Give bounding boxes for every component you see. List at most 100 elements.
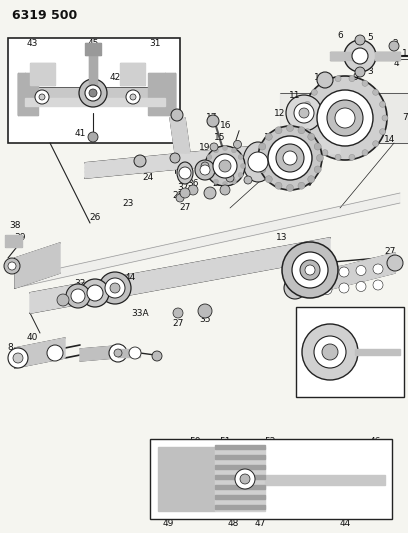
- Polygon shape: [80, 346, 115, 361]
- Polygon shape: [158, 447, 215, 511]
- Text: 30: 30: [346, 309, 358, 318]
- Polygon shape: [280, 93, 408, 143]
- Circle shape: [265, 133, 272, 140]
- Circle shape: [13, 353, 23, 363]
- Circle shape: [305, 286, 315, 296]
- Text: 33: 33: [111, 294, 123, 303]
- Circle shape: [379, 101, 386, 107]
- Circle shape: [308, 133, 315, 140]
- Text: 17: 17: [206, 112, 218, 122]
- Circle shape: [231, 179, 237, 184]
- Circle shape: [275, 182, 282, 189]
- Circle shape: [294, 103, 314, 123]
- Circle shape: [302, 324, 358, 380]
- Circle shape: [114, 349, 122, 357]
- Text: 50: 50: [189, 438, 201, 447]
- Text: 33A: 33A: [131, 309, 149, 318]
- Polygon shape: [30, 238, 330, 313]
- Circle shape: [355, 35, 365, 45]
- Text: 18: 18: [229, 154, 241, 163]
- Polygon shape: [30, 63, 55, 85]
- Circle shape: [213, 179, 219, 184]
- Text: 32: 32: [74, 279, 86, 287]
- Text: 3: 3: [367, 67, 373, 76]
- Circle shape: [238, 173, 243, 177]
- Circle shape: [314, 143, 321, 150]
- Circle shape: [283, 151, 297, 165]
- Circle shape: [308, 176, 315, 183]
- Circle shape: [244, 176, 252, 184]
- Text: 48: 48: [227, 519, 239, 528]
- Text: 21: 21: [244, 161, 256, 171]
- Polygon shape: [215, 485, 265, 489]
- Circle shape: [222, 182, 228, 187]
- Circle shape: [88, 132, 98, 142]
- Circle shape: [8, 348, 28, 368]
- Text: 13: 13: [276, 233, 288, 243]
- Polygon shape: [265, 475, 385, 485]
- Circle shape: [373, 280, 383, 290]
- Text: 27: 27: [179, 204, 191, 213]
- Circle shape: [66, 284, 90, 308]
- Text: 37: 37: [177, 182, 189, 191]
- Text: 46: 46: [369, 438, 381, 447]
- Circle shape: [85, 85, 101, 101]
- Polygon shape: [375, 52, 400, 60]
- Text: 14: 14: [384, 135, 396, 144]
- Circle shape: [335, 108, 355, 128]
- Circle shape: [298, 127, 305, 134]
- Polygon shape: [215, 447, 265, 511]
- Circle shape: [238, 155, 243, 159]
- Circle shape: [99, 272, 131, 304]
- Text: 14: 14: [264, 133, 276, 142]
- Text: 28: 28: [22, 263, 34, 272]
- Circle shape: [373, 141, 379, 147]
- Text: 38: 38: [9, 221, 21, 230]
- Text: 12: 12: [274, 109, 286, 117]
- Circle shape: [235, 469, 255, 489]
- Circle shape: [276, 144, 304, 172]
- Text: 44: 44: [339, 519, 350, 528]
- Circle shape: [314, 166, 321, 173]
- Polygon shape: [355, 349, 400, 355]
- Circle shape: [126, 90, 140, 104]
- Text: 36: 36: [187, 179, 199, 188]
- Circle shape: [373, 90, 379, 95]
- Circle shape: [302, 115, 308, 121]
- Text: 27: 27: [172, 319, 184, 327]
- Circle shape: [298, 182, 305, 189]
- Circle shape: [87, 285, 103, 301]
- Text: 16: 16: [220, 120, 232, 130]
- Ellipse shape: [243, 142, 273, 182]
- Text: 8: 8: [7, 343, 13, 352]
- Circle shape: [322, 150, 328, 156]
- Polygon shape: [5, 235, 22, 247]
- Circle shape: [268, 136, 312, 180]
- Text: 2: 2: [392, 38, 398, 47]
- Circle shape: [130, 94, 136, 100]
- Circle shape: [222, 146, 228, 150]
- Polygon shape: [85, 43, 101, 55]
- Text: 10: 10: [314, 72, 326, 82]
- Polygon shape: [15, 338, 65, 368]
- Circle shape: [335, 76, 341, 82]
- Polygon shape: [25, 88, 165, 103]
- Polygon shape: [89, 53, 97, 93]
- Circle shape: [4, 258, 20, 274]
- Circle shape: [349, 155, 355, 160]
- Polygon shape: [215, 465, 265, 469]
- Text: 4: 4: [393, 60, 399, 69]
- Circle shape: [322, 269, 332, 279]
- Text: 44: 44: [124, 273, 135, 282]
- Circle shape: [231, 148, 237, 153]
- Text: 35: 35: [199, 316, 211, 325]
- Polygon shape: [120, 63, 145, 85]
- Circle shape: [207, 115, 219, 127]
- Circle shape: [275, 127, 282, 134]
- Polygon shape: [15, 243, 60, 288]
- Circle shape: [35, 90, 49, 104]
- Text: 34: 34: [124, 88, 136, 98]
- Circle shape: [387, 255, 403, 271]
- Circle shape: [79, 79, 107, 107]
- Circle shape: [362, 80, 368, 86]
